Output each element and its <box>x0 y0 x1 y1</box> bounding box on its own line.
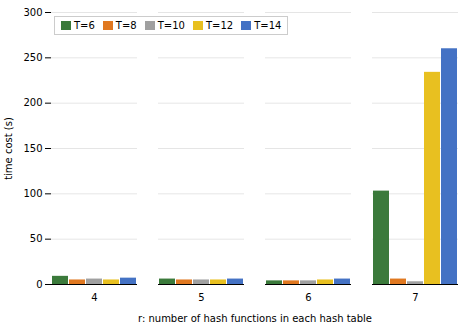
svg-text:150: 150 <box>23 143 42 154</box>
html-text:T=14: T=14 <box>254 20 282 31</box>
svg-text:50: 50 <box>30 233 43 244</box>
svg-text:6: 6 <box>305 292 311 303</box>
svg-text:0: 0 <box>36 279 42 290</box>
svg-text:200: 200 <box>23 97 42 108</box>
html-text:T=6: T=6 <box>74 20 95 31</box>
html-text:T=10: T=10 <box>157 20 185 31</box>
svg-text:time cost (s): time cost (s) <box>3 117 14 180</box>
svg-text:4: 4 <box>91 292 97 303</box>
svg-text:5: 5 <box>198 292 204 303</box>
svg-text:250: 250 <box>23 52 42 63</box>
svg-text:7: 7 <box>412 292 418 303</box>
svg-text:100: 100 <box>23 188 42 199</box>
svg-text:300: 300 <box>23 7 42 18</box>
svg-text:r: number of hash functions in: r: number of hash functions in each hash… <box>138 313 372 324</box>
html-text:T=8: T=8 <box>115 20 137 31</box>
html-text:T=12: T=12 <box>205 20 234 31</box>
